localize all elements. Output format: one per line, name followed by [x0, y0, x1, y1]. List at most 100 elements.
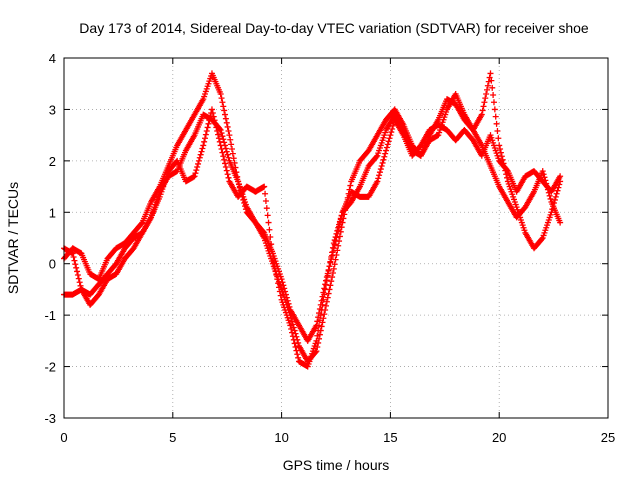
- data-point-interp: [376, 172, 383, 179]
- data-point-interp: [293, 347, 300, 354]
- data-point-interp: [260, 228, 267, 235]
- data-point-interp: [347, 182, 354, 189]
- data-point-interp: [285, 300, 292, 307]
- y-tick-label: 2: [49, 154, 56, 169]
- data-point-interp: [221, 156, 228, 163]
- data-point-interp: [497, 146, 504, 153]
- data-point-interp: [327, 259, 334, 266]
- data-point-interp: [325, 290, 332, 297]
- data-point-interp: [552, 193, 559, 200]
- data-point-interp: [215, 131, 222, 138]
- data-point-interp: [387, 132, 394, 139]
- data-point-interp: [221, 139, 228, 146]
- data-point-interp: [379, 159, 386, 166]
- data-point-interp: [222, 164, 229, 171]
- data-point-interp: [282, 291, 289, 298]
- x-tick-label: 10: [274, 430, 288, 445]
- data-point-interp: [378, 163, 385, 169]
- data-point-interp: [336, 220, 343, 227]
- data-point-interp: [219, 133, 226, 140]
- data-point-interp: [225, 174, 232, 181]
- data-point-interp: [335, 227, 342, 234]
- data-point-interp: [384, 141, 391, 148]
- data-point-interp: [295, 354, 302, 361]
- data-point-interp: [284, 297, 291, 304]
- data-point-interp: [223, 148, 230, 155]
- y-tick-label: -2: [44, 360, 56, 375]
- data-point-interp: [490, 92, 497, 99]
- data-point-interp: [197, 151, 204, 158]
- data-point-interp: [488, 77, 495, 84]
- data-point-interp: [275, 284, 282, 291]
- data-point-interp: [483, 91, 490, 97]
- data-point-interp: [314, 332, 321, 339]
- data-point-interp: [264, 212, 271, 219]
- data-point-interp: [331, 261, 338, 268]
- data-point-interp: [195, 160, 202, 167]
- y-tick-label: 3: [49, 102, 56, 117]
- data-point-interp: [280, 282, 287, 289]
- data-point-interp: [315, 314, 322, 321]
- data-point-interp: [224, 151, 231, 158]
- data-point-interp: [228, 146, 235, 153]
- data-point-interp: [322, 277, 329, 284]
- data-point-interp: [492, 113, 499, 120]
- data-point-interp: [294, 351, 301, 358]
- data-point-interp: [74, 268, 81, 275]
- data-point-interp: [291, 340, 298, 347]
- data-point-interp: [265, 219, 272, 226]
- data-point-interp: [193, 167, 200, 174]
- data-point-interp: [218, 130, 225, 137]
- data-point-interp: [389, 125, 396, 132]
- data-point-interp: [381, 153, 388, 160]
- data-point-interp: [70, 254, 77, 261]
- data-point-interp: [202, 135, 209, 142]
- data-point-interp: [292, 344, 299, 351]
- data-point: [287, 322, 294, 329]
- data-point-interp: [229, 150, 236, 157]
- data-point: [557, 173, 564, 180]
- data-point-interp: [328, 278, 335, 285]
- data-point-interp: [540, 171, 547, 178]
- data-point-interp: [377, 166, 384, 173]
- data-point-interp: [218, 95, 225, 102]
- data-point-interp: [380, 156, 387, 163]
- data-point-interp: [221, 107, 228, 114]
- data-point-interp: [329, 274, 336, 281]
- data-point-interp: [316, 310, 323, 317]
- data-point-interp: [337, 216, 344, 223]
- data-point-interp: [321, 285, 328, 292]
- data-point-interp: [334, 230, 341, 237]
- data-point-interp: [541, 174, 548, 181]
- data-point-interp: [216, 125, 223, 132]
- data-point-interp: [382, 150, 389, 157]
- data-point-interp: [279, 279, 286, 286]
- data-point-interp: [490, 99, 497, 106]
- data-point: [322, 281, 329, 288]
- data-point: [374, 178, 381, 185]
- data-point-interp: [220, 103, 227, 110]
- x-axis-label: GPS time / hours: [283, 457, 390, 473]
- data-point-interp: [281, 285, 288, 292]
- data-point-interp: [493, 120, 500, 127]
- data-point-interp: [333, 234, 340, 241]
- data-point: [496, 142, 503, 149]
- y-axis-label: SDTVAR / TECUs: [5, 182, 21, 294]
- data-point-interp: [71, 257, 78, 264]
- data-point-interp: [275, 280, 282, 287]
- data-point-interp: [282, 288, 289, 295]
- series-trace: [61, 70, 564, 365]
- chart-title: Day 173 of 2014, Sidereal Day-to-day VTE…: [79, 20, 589, 36]
- data-point-interp: [316, 305, 323, 312]
- data-point-interp: [283, 294, 290, 301]
- data-point-interp: [331, 241, 338, 248]
- data-point-interp: [192, 170, 199, 177]
- data-point: [226, 132, 233, 139]
- data-point-interp: [486, 74, 493, 81]
- data-point-interp: [328, 256, 335, 263]
- data-point: [330, 265, 337, 272]
- data-point-interp: [373, 153, 380, 160]
- data-point-interp: [273, 272, 280, 279]
- data-point-interp: [336, 223, 343, 230]
- data-point-interp: [222, 111, 229, 118]
